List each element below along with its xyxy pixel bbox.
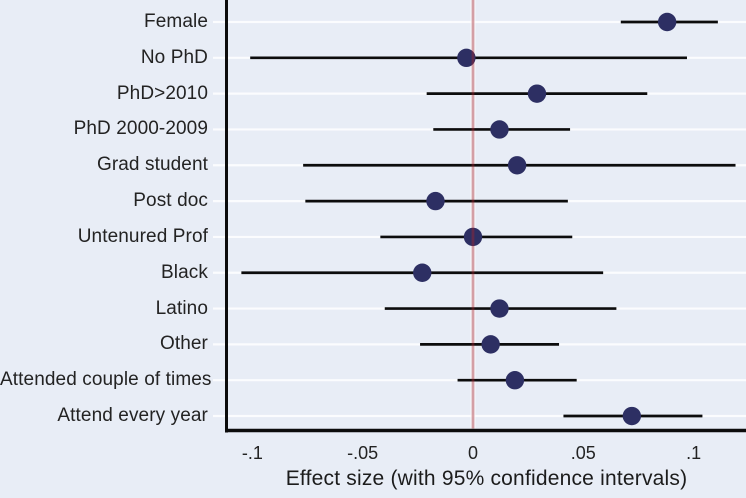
- category-label: Latino: [155, 297, 208, 319]
- estimate-dot: [490, 299, 509, 318]
- category-label: Grad student: [96, 154, 208, 176]
- category-label: Other: [159, 333, 208, 355]
- estimate-dot: [505, 371, 525, 390]
- x-tick-label: -.05: [347, 443, 379, 463]
- estimate-dot: [481, 335, 500, 354]
- x-tick-label: .05: [570, 443, 596, 463]
- estimate-dot: [527, 84, 547, 103]
- estimate-dot: [507, 156, 527, 175]
- category-label: Attended couple of times: [0, 369, 212, 391]
- category-label: Female: [144, 11, 208, 32]
- estimate-dot: [413, 263, 432, 282]
- estimate-dot: [622, 406, 642, 426]
- category-label: Post doc: [133, 190, 208, 212]
- category-label: No PhD: [140, 46, 208, 68]
- category-label: PhD 2000-2009: [73, 118, 208, 140]
- x-tick-label: -.1: [241, 443, 263, 463]
- x-tick-label: 0: [467, 443, 478, 463]
- category-label: Attend every year: [57, 405, 208, 427]
- estimate-dot: [657, 12, 677, 32]
- category-label: Untenured Prof: [77, 225, 208, 247]
- x-axis-title: Effect size (with 95% confidence interva…: [285, 467, 688, 490]
- estimate-dot: [490, 120, 509, 139]
- estimate-dot: [426, 191, 445, 211]
- category-label: PhD>2010: [116, 82, 208, 104]
- category-label: Black: [161, 261, 208, 283]
- estimate-dot: [457, 48, 476, 68]
- x-tick-label: .1: [686, 443, 702, 463]
- estimate-dot: [463, 227, 483, 247]
